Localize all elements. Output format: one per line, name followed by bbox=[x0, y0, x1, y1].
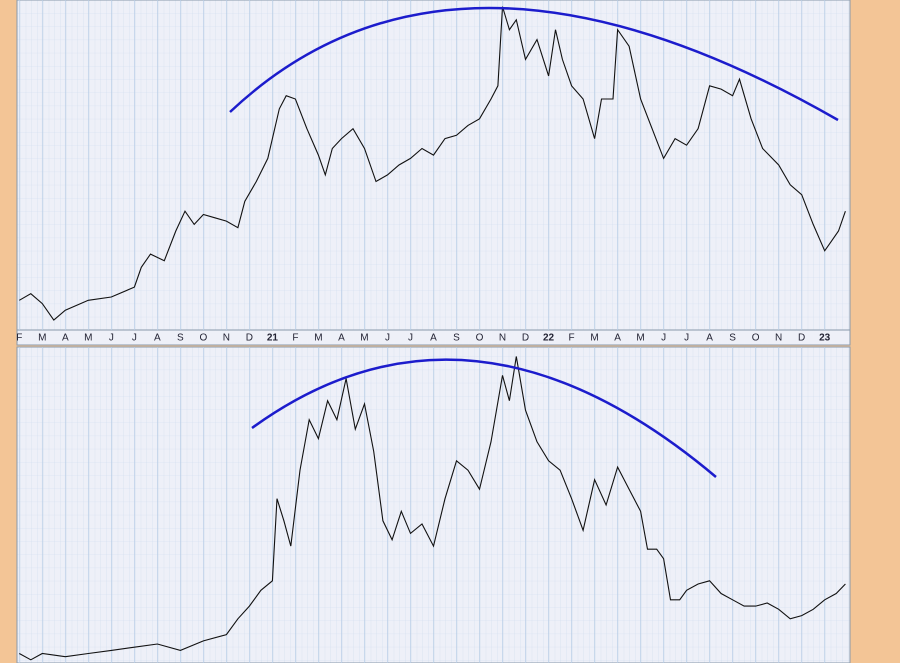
x-tick-label: M bbox=[590, 333, 598, 344]
x-tick-label: O bbox=[199, 333, 207, 344]
price-line bbox=[19, 356, 846, 661]
x-tick-label: A bbox=[430, 333, 437, 344]
x-tick-label: M bbox=[360, 333, 368, 344]
trend-arc bbox=[229, 6, 839, 122]
marks: F M A M J J A S O N D 21 F M A M J J A S O N D 22 F M A M J J A S O N D 23 bbox=[16, 0, 846, 663]
x-tick-label: 22 bbox=[543, 333, 555, 344]
x-tick-label: D bbox=[798, 333, 805, 344]
x-tick-label: M bbox=[636, 333, 644, 344]
price-line bbox=[19, 6, 846, 321]
x-tick-label: N bbox=[499, 333, 506, 344]
x-tick-label: M bbox=[38, 333, 46, 344]
x-tick-label: O bbox=[476, 333, 484, 344]
x-tick-label: M bbox=[314, 333, 322, 344]
x-tick-label: 23 bbox=[819, 333, 831, 344]
x-tick-label: A bbox=[62, 333, 69, 344]
x-tick-label: A bbox=[338, 333, 345, 344]
trend-arc bbox=[251, 358, 717, 478]
x-tick-label: M bbox=[84, 333, 92, 344]
x-tick-label: J bbox=[385, 333, 390, 344]
x-tick-label: S bbox=[177, 333, 184, 344]
x-tick-label: 21 bbox=[267, 333, 279, 344]
x-tick-label: D bbox=[246, 333, 253, 344]
x-tick-label: F bbox=[16, 333, 22, 344]
x-tick-label: S bbox=[729, 333, 736, 344]
x-tick-label: O bbox=[752, 333, 760, 344]
x-tick-label: F bbox=[569, 333, 575, 344]
x-tick-label: S bbox=[453, 333, 460, 344]
x-tick-label: J bbox=[109, 333, 114, 344]
x-tick-label: J bbox=[684, 333, 689, 344]
x-tick-label: F bbox=[292, 333, 298, 344]
x-tick-label: N bbox=[775, 333, 782, 344]
x-tick-label: J bbox=[408, 333, 413, 344]
x-tick-label: N bbox=[223, 333, 230, 344]
x-tick-label: D bbox=[522, 333, 529, 344]
x-tick-label: J bbox=[132, 333, 137, 344]
x-tick-label: A bbox=[614, 333, 621, 344]
x-tick-label: A bbox=[706, 333, 713, 344]
x-tick-label: J bbox=[661, 333, 666, 344]
x-tick-label: A bbox=[154, 333, 161, 344]
